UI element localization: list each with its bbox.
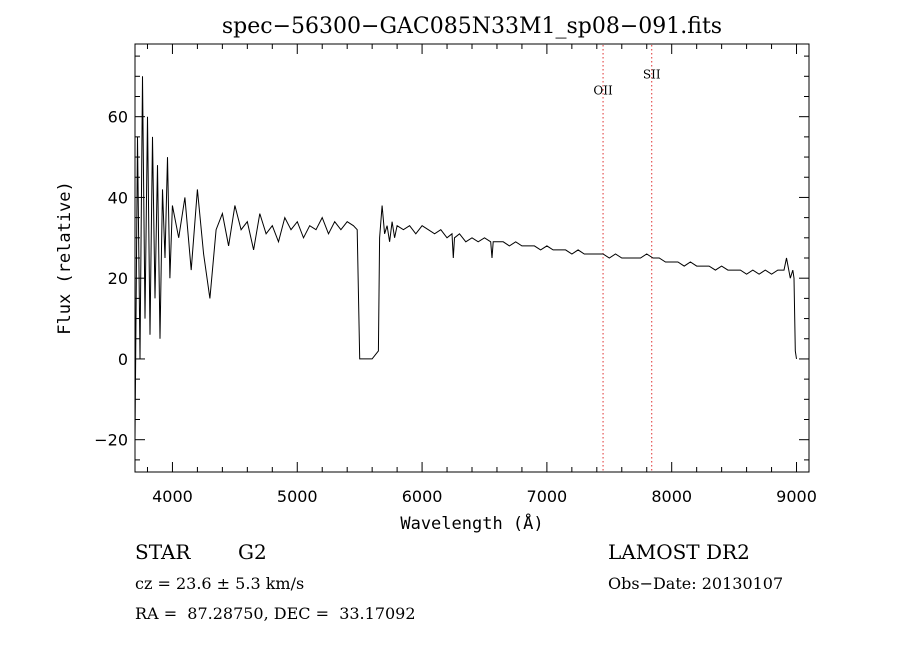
x-tick-labels: 4000 5000 6000 7000 8000 9000	[152, 487, 817, 506]
x-tick-label: 4000	[152, 487, 193, 506]
x-tick-label: 5000	[277, 487, 318, 506]
object-class: STAR	[135, 540, 191, 564]
axis-ticks	[135, 44, 809, 472]
x-tick-label: 7000	[527, 487, 568, 506]
x-tick-label: 9000	[776, 487, 817, 506]
spectrum-line	[134, 76, 797, 440]
chart-title: spec−56300−GAC085N33M1_sp08−091.fits	[222, 14, 722, 39]
y-axis-label: Flux (relative)	[55, 181, 75, 335]
x-axis-label: Wavelength (Å)	[400, 512, 543, 534]
y-tick-label: 40	[108, 188, 128, 207]
annotation-lines	[602, 45, 653, 471]
x-tick-label: 8000	[651, 487, 692, 506]
annotation-label: SII	[643, 67, 661, 81]
y-tick-label: −20	[94, 431, 128, 450]
observation-date: Obs−Date: 20130107	[608, 574, 784, 593]
plot-frame	[134, 43, 810, 473]
y-tick-label: 20	[108, 269, 128, 288]
redshift-velocity: cz = 23.6 ± 5.3 km/s	[135, 574, 305, 593]
sky-coordinates: RA = 87.28750, DEC = 33.17092	[135, 604, 416, 623]
survey-name: LAMOST DR2	[608, 540, 750, 564]
annotation-label: OII	[593, 83, 613, 97]
y-tick-labels: −20 0 20 40 60	[94, 108, 128, 450]
annotation-labels: OII SII	[593, 67, 660, 97]
y-tick-label: 0	[118, 350, 128, 369]
y-tick-label: 60	[108, 108, 128, 127]
x-tick-label: 6000	[402, 487, 443, 506]
object-subclass: G2	[238, 540, 267, 564]
